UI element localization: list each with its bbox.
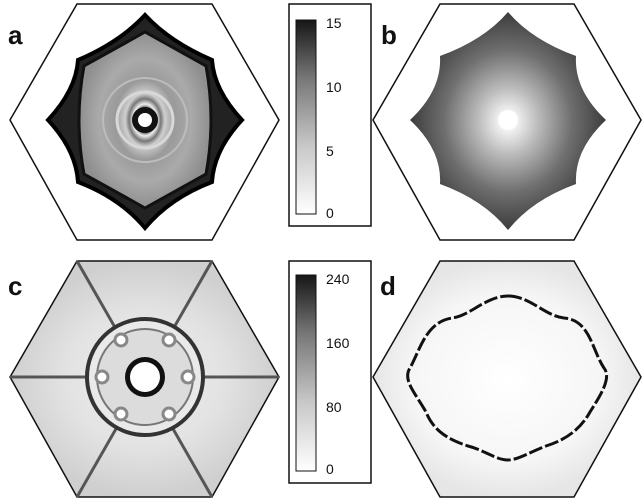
panel-b-center (498, 110, 518, 130)
panel-c-dot (161, 332, 177, 348)
colorbar-bottom-tick: 160 (326, 335, 350, 351)
colorbar-bottom-gradient (295, 274, 317, 472)
colorbar-bottom-tick: 0 (326, 461, 334, 477)
colorbar-bottom-tick: 80 (326, 399, 342, 415)
colorbar-top-tick: 15 (326, 15, 342, 31)
colorbar-top-gradient (295, 19, 317, 215)
colorbar-top-tick: 0 (326, 205, 334, 221)
panel-c-dot (180, 369, 196, 385)
panel-c (9, 260, 280, 498)
panel-c-center-hole (130, 362, 160, 392)
panel-a (9, 3, 280, 241)
panel-a-center-hole (138, 113, 152, 127)
panel-label-b: b (381, 20, 397, 50)
colorbar-bottom: 240 160 80 0 (288, 260, 372, 484)
colorbar-top-tick: 5 (326, 143, 334, 159)
panel-c-dot (161, 406, 177, 422)
panel-label-d: d (380, 271, 396, 301)
panel-label-c: c (8, 271, 23, 301)
panel-label-a: a (8, 20, 23, 50)
panel-a-ring (102, 77, 188, 163)
panel-a-ring (115, 90, 175, 150)
panel-d-wavy-contour (406, 294, 609, 462)
panel-c-dot (113, 332, 129, 348)
panel-d (372, 260, 642, 498)
colorbar-top: 15 10 5 0 (288, 3, 372, 227)
colorbar-bottom-tick: 240 (326, 271, 350, 287)
panel-b (372, 3, 642, 241)
colorbar-top-tick: 10 (326, 79, 342, 95)
panel-c-dot (94, 369, 110, 385)
panel-c-dot (113, 406, 129, 422)
